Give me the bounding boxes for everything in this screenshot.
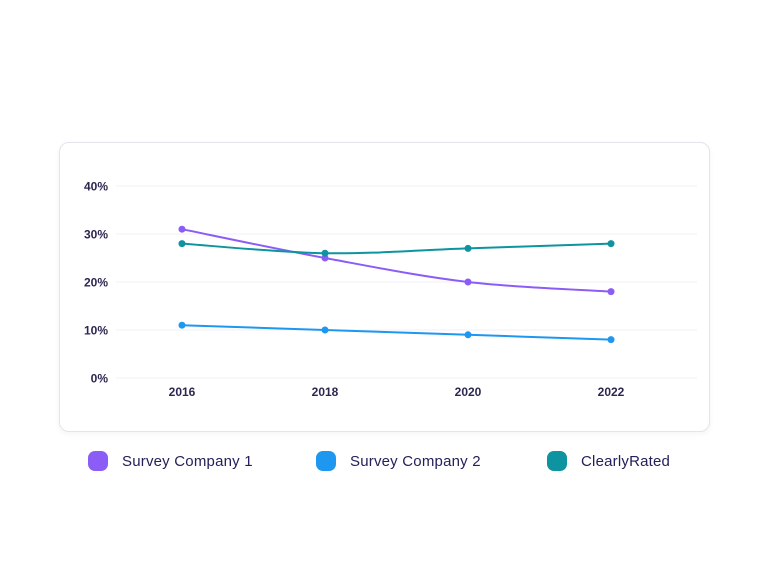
line-chart-svg: 0% 10% 20% 30% 40% 2016 2018 2020 2022 bbox=[84, 180, 697, 399]
legend-marker bbox=[88, 451, 108, 471]
legend-marker bbox=[316, 451, 336, 471]
chart-card: 0% 10% 20% 30% 40% 2016 2018 2020 2022 bbox=[59, 142, 710, 432]
legend-label: ClearlyRated bbox=[581, 452, 671, 470]
svg-text:2018: 2018 bbox=[312, 385, 339, 399]
svg-text:2022: 2022 bbox=[598, 385, 625, 399]
legend-label: Survey Company 1 bbox=[122, 452, 253, 470]
svg-text:2020: 2020 bbox=[455, 385, 482, 399]
svg-text:2016: 2016 bbox=[169, 385, 196, 399]
svg-text:30%: 30% bbox=[84, 228, 108, 242]
legend-marker bbox=[547, 451, 567, 471]
svg-text:10%: 10% bbox=[84, 324, 108, 338]
legend-item-survey-company-1: Survey Company 1 bbox=[88, 448, 253, 474]
legend-item-survey-company-2: Survey Company 2 bbox=[316, 448, 481, 474]
svg-text:0%: 0% bbox=[91, 372, 109, 386]
svg-text:20%: 20% bbox=[84, 276, 108, 290]
svg-text:40%: 40% bbox=[84, 180, 108, 194]
chart-legend: Survey Company 1 Survey Company 2 Clearl… bbox=[0, 448, 768, 476]
legend-item-clearlyrated: ClearlyRated bbox=[547, 448, 670, 474]
legend-label: Survey Company 2 bbox=[350, 452, 481, 470]
